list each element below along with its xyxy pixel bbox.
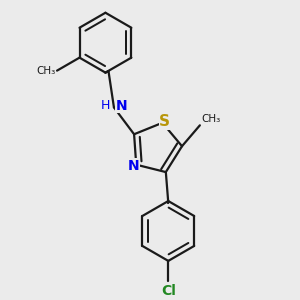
Text: H: H (101, 99, 110, 112)
Text: N: N (128, 159, 139, 173)
Text: CH₃: CH₃ (36, 66, 56, 76)
Text: N: N (116, 99, 127, 113)
Text: CH₃: CH₃ (201, 114, 221, 124)
Text: Cl: Cl (161, 284, 176, 298)
Text: S: S (159, 114, 170, 129)
